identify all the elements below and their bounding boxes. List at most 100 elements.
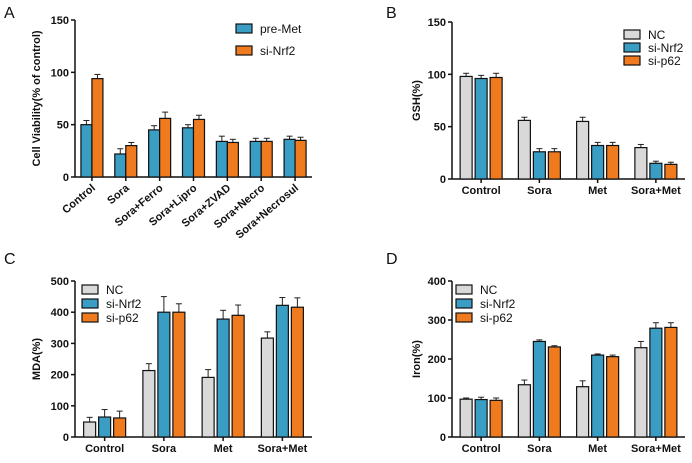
legend-swatch <box>235 23 253 34</box>
y-axis-label: Cell Viability(% of control) <box>31 30 43 166</box>
y-tick-label: 500 <box>51 276 69 288</box>
legend-label: pre-Met <box>260 22 302 36</box>
y-tick-label: 200 <box>428 354 446 366</box>
bar-pre-met <box>181 127 195 178</box>
bar-pre-met <box>283 138 296 178</box>
panel-d: D 0 100 200 300 400 Iron(%) Control Sora Met Sora+… <box>386 251 685 455</box>
legend-label: si-p62 <box>480 311 513 325</box>
bar-pre-met <box>114 153 127 178</box>
y-tick-label: 50 <box>434 122 446 134</box>
bar-si-nrf2 <box>125 145 138 178</box>
bar-si-nrf2 <box>649 162 663 180</box>
legend-swatch <box>81 298 99 309</box>
x-tick-label: Sora+Met <box>631 185 681 197</box>
y-tick-label: 400 <box>51 307 69 319</box>
y-tick-label: 50 <box>57 120 69 132</box>
legend-label: NC <box>480 283 498 297</box>
bar-nc <box>83 421 97 438</box>
bar-si-nrf2 <box>260 140 273 178</box>
y-tick-label: 150 <box>51 15 69 27</box>
panel-a: A 0 50 100 150 Cell Viability(% of control) Co… <box>4 5 312 241</box>
bar-si-nrf2 <box>226 141 239 178</box>
bar-pre-met <box>148 129 161 178</box>
bar-nc <box>201 376 215 438</box>
bar-si-p62 <box>172 311 186 438</box>
bar-si-nrf2 <box>474 77 488 180</box>
bar-si-p62 <box>606 356 620 438</box>
panel-letter: D <box>386 251 398 268</box>
bar-si-nrf2 <box>532 151 546 180</box>
bar-pre-met <box>215 140 228 178</box>
legend-swatch <box>623 29 641 40</box>
x-tick-label: Sora <box>527 185 552 197</box>
bar-si-nrf2 <box>474 398 488 438</box>
x-tick-label: Met <box>214 443 233 455</box>
bar-si-p62 <box>606 144 620 180</box>
panel-b: B 0 50 100 150 GSH(%) Control Sora Met Sora+Met NC… <box>386 5 685 197</box>
y-tick-label: 300 <box>428 315 446 327</box>
y-axis-label: Iron(%) <box>411 340 423 378</box>
legend-swatch <box>623 42 641 53</box>
bar-si-nrf2 <box>91 78 104 178</box>
y-tick-label: 300 <box>51 338 69 350</box>
bar-nc <box>142 369 156 438</box>
y-tick-label: 100 <box>428 393 446 405</box>
bar-si-p62 <box>489 399 503 438</box>
bar-si-nrf2 <box>532 340 546 438</box>
bar-pre-met <box>249 140 262 178</box>
bar-si-nrf2 <box>294 139 307 178</box>
x-tick-label: Sora+Necrosul <box>234 182 301 241</box>
legend-swatch <box>455 284 473 295</box>
bar-si-nrf2 <box>649 327 663 438</box>
bar-si-p62 <box>547 346 561 438</box>
bar-si-p62 <box>231 314 245 438</box>
bar-nc <box>517 119 531 180</box>
bar-nc <box>260 337 274 438</box>
panel-letter: C <box>4 251 16 268</box>
bar-nc <box>576 386 590 438</box>
bar-nc <box>634 147 648 180</box>
y-tick-label: 100 <box>428 69 446 81</box>
legend-swatch <box>81 284 99 295</box>
y-tick-label: 400 <box>428 276 446 288</box>
x-tick-label: Control <box>85 443 124 455</box>
bar-si-nrf2 <box>216 318 230 438</box>
legend-label: si-Nrf2 <box>648 41 684 55</box>
y-tick-label: 200 <box>51 370 69 382</box>
legend-label: NC <box>648 28 666 42</box>
legend-swatch <box>623 55 641 66</box>
y-axis-label: GSH(%) <box>411 80 423 121</box>
bar-nc <box>459 75 473 180</box>
bar-pre-met <box>80 124 93 178</box>
y-tick-label: 100 <box>51 401 69 413</box>
legend-label: si-p62 <box>106 311 139 325</box>
y-axis-label: MDA(%) <box>31 338 43 380</box>
x-tick-label: Sora <box>527 443 552 455</box>
x-tick-label: Control <box>462 443 501 455</box>
x-tick-label: Sora+Met <box>257 443 307 455</box>
bar-si-p62 <box>489 76 503 180</box>
bar-nc <box>459 398 473 438</box>
bar-si-p62 <box>664 326 678 438</box>
legend-swatch <box>81 312 99 323</box>
legend-label: si-Nrf2 <box>106 297 142 311</box>
x-tick-label: Sora <box>152 443 177 455</box>
bar-si-p62 <box>664 163 678 180</box>
panel-c: C 0 100 200 300 400 500 MDA(%) Control Sora Met Sor… <box>4 251 312 455</box>
y-tick-label: 0 <box>440 432 446 444</box>
bar-si-nrf2 <box>159 117 172 178</box>
bar-si-p62 <box>547 151 561 180</box>
x-tick-label: Sora <box>105 182 132 207</box>
y-tick-label: 150 <box>428 17 446 29</box>
y-tick-label: 0 <box>63 432 69 444</box>
panel-letter: B <box>386 5 397 22</box>
legend-swatch <box>235 45 253 56</box>
bar-si-nrf2 <box>157 311 171 438</box>
y-tick-label: 0 <box>440 174 446 186</box>
bar-si-nrf2 <box>192 118 206 178</box>
legend-swatch <box>455 312 473 323</box>
bar-si-nrf2 <box>275 304 289 438</box>
bar-si-nrf2 <box>98 416 112 438</box>
bar-si-p62 <box>113 417 127 438</box>
